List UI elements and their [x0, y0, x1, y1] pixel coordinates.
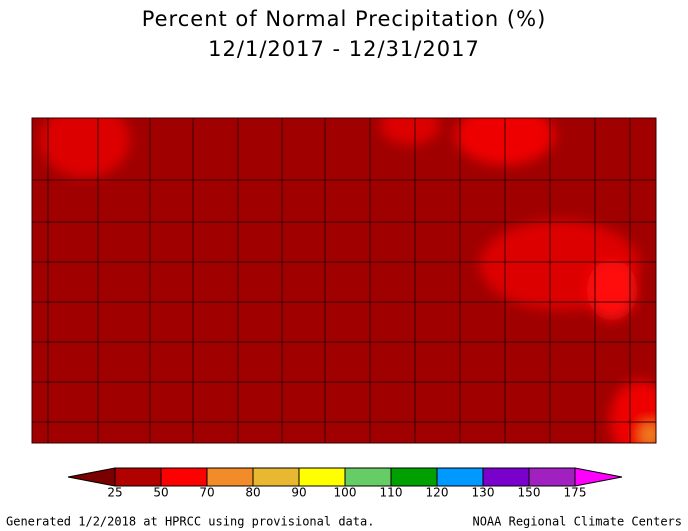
- legend-tick-label: 50: [153, 486, 168, 500]
- legend-tick-label: 90: [291, 486, 306, 500]
- county-lines: [32, 118, 656, 443]
- legend-tick-label: 120: [426, 486, 449, 500]
- legend-arrow-high: [574, 467, 623, 487]
- legend-tick-label: 100: [334, 486, 357, 500]
- legend-swatch: [482, 467, 530, 487]
- legend-swatch: [528, 467, 576, 487]
- legend-tick-label: 110: [380, 486, 403, 500]
- legend-swatch: [298, 467, 346, 487]
- precip-areas: [40, 118, 656, 443]
- legend-arrow-low: [67, 467, 116, 487]
- legend-swatch: [344, 467, 392, 487]
- legend-tick-label: 175: [564, 486, 587, 500]
- footer-right: NOAA Regional Climate Centers: [472, 515, 682, 529]
- map: [32, 118, 656, 443]
- legend-tick-label: 70: [199, 486, 214, 500]
- map-border: [31, 117, 657, 444]
- footer-left: Generated 1/2/2018 at HPRCC using provis…: [6, 515, 374, 529]
- title: Percent of Normal Precipitation (%): [142, 7, 547, 31]
- legend-swatch: [114, 467, 162, 487]
- legend-swatch: [206, 467, 254, 487]
- legend-swatch: [436, 467, 484, 487]
- date-range: 12/1/2017 - 12/31/2017: [208, 37, 480, 61]
- legend-tick-label: 130: [472, 486, 495, 500]
- legend-swatch: [160, 467, 208, 487]
- legend-swatch: [390, 467, 438, 487]
- legend: 25 50 70 80 90 100 110 120 130 150 175: [67, 467, 623, 500]
- legend-swatch: [252, 467, 300, 487]
- legend-tick-label: 150: [518, 486, 541, 500]
- legend-tick-label: 80: [245, 486, 260, 500]
- legend-tick-label: 25: [107, 486, 122, 500]
